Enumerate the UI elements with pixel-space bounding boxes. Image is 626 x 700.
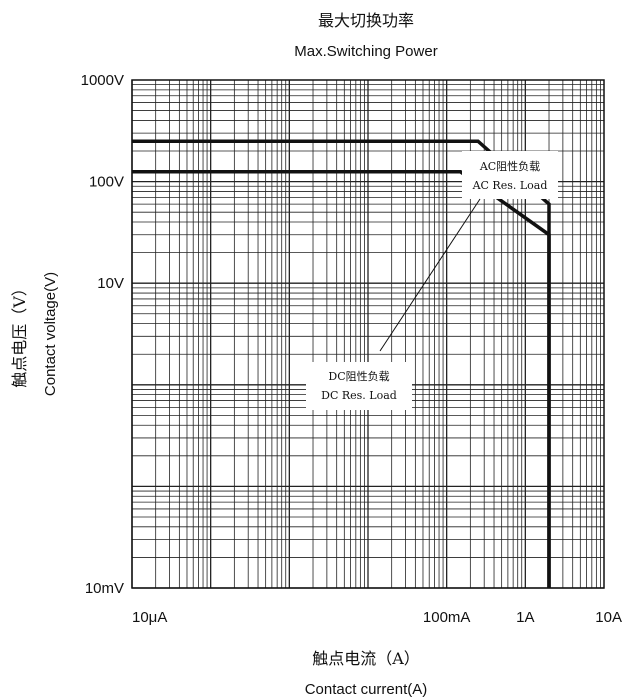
y-axis-label: Contact voltage(V)	[42, 272, 59, 396]
x-tick-label: 100mA	[423, 609, 471, 626]
y-tick-label: 10V	[97, 275, 124, 292]
x-axis-label: Contact current(A)	[305, 681, 428, 698]
y-tick-label: 10mV	[85, 580, 124, 597]
tick-layer: 1000V 100V 10V 10mV 10μA 100mA 1A 10A	[81, 72, 622, 626]
x-tick-label: 10μA	[132, 609, 167, 626]
annotation-ac-leader	[379, 198, 481, 352]
plot-frame	[131, 79, 605, 589]
y-tick-label: 1000V	[81, 72, 124, 89]
x-tick-label: 10A	[595, 609, 622, 626]
x-axis-label-cn: 触点电流（A）	[312, 649, 420, 668]
y-tick-label: 100V	[89, 174, 124, 191]
x-tick-label: 1A	[516, 609, 534, 626]
annotation-ac-en: AC Res. Load	[472, 179, 548, 192]
annotation-dc-box	[306, 362, 412, 410]
annotation-ac-cn: AC阻性负载	[479, 159, 540, 173]
series-line-dc	[132, 170, 551, 588]
annotation-ac-box	[462, 151, 558, 199]
annotation-dc-en: DC Res. Load	[321, 389, 397, 402]
y-axis-label-cn: 触点电压（V）	[10, 280, 29, 388]
chart-title: Max.Switching Power	[294, 43, 437, 60]
chart-title-cn: 最大切换功率	[318, 11, 414, 30]
annotation-dc-cn: DC阻性负载	[328, 369, 389, 383]
